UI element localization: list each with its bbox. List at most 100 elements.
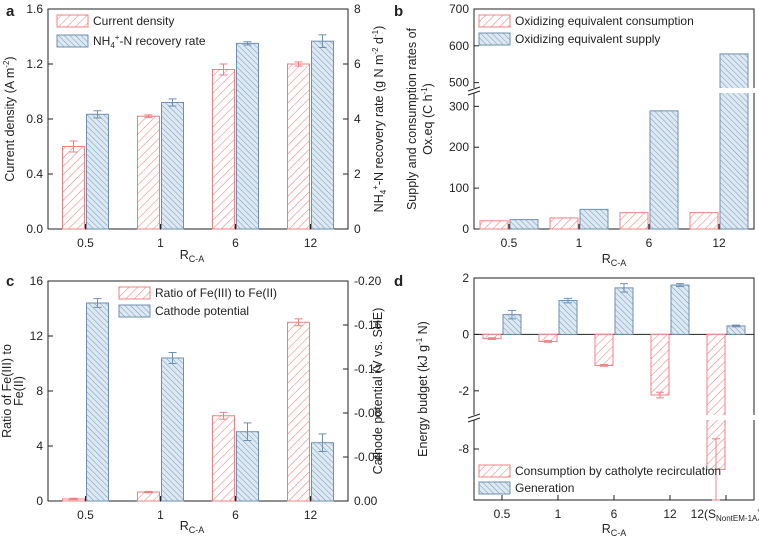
x-tick-label: 6 — [611, 507, 618, 521]
axis-break-mark — [467, 90, 481, 96]
plot-frame — [473, 8, 755, 230]
legend-label-ratio: Ratio of Fe(III) to Fe(II) — [155, 286, 277, 300]
legend-swatch-supply — [478, 32, 511, 46]
axis-break-mark — [467, 413, 481, 419]
y2-tick-label: 4 — [354, 112, 361, 126]
legend: Consumption by catholyte recirculation G… — [478, 464, 721, 495]
y-tick-label: 2 — [462, 271, 469, 285]
y2-tick-label: 8 — [354, 2, 361, 16]
bar-blue-12 — [311, 40, 334, 230]
legend-label-cathode: Cathode potential — [155, 304, 249, 318]
bar-blue-6 — [649, 110, 679, 230]
y2-tick-label: -0.08 — [354, 406, 382, 420]
bar-red-1 — [137, 491, 160, 502]
x-tick-label: 0.5 — [494, 507, 511, 521]
bars-group — [474, 283, 754, 501]
x-axis-label: RC-A — [602, 252, 627, 268]
bar-red-6 — [212, 69, 235, 230]
y-tick-label: 4 — [36, 439, 43, 453]
y-axis-label: Energy budget (kJ g-1 N) — [415, 321, 430, 457]
y2-axis-label: Cathode potential (V vs. SHE) — [371, 308, 385, 475]
panel-b-label: b — [394, 3, 403, 20]
x-tick-label: 0.5 — [501, 236, 518, 250]
x-tick-label: 1 — [157, 508, 164, 522]
legend-swatch-generation — [478, 481, 511, 495]
y-tick-label: 0 — [36, 494, 43, 508]
y-tick-label: 200 — [449, 140, 469, 154]
x-tick-label: 0.5 — [77, 236, 94, 250]
y2-tick-label: -0.12 — [354, 362, 382, 376]
y-tick-label: -2 — [458, 384, 469, 398]
y-tick-label: 8 — [36, 384, 43, 398]
y2-tick-label: -0.04 — [354, 450, 382, 464]
bar-blue-0.5 — [86, 302, 109, 502]
x-tick-label: 12 — [712, 236, 726, 250]
legend-swatch-ratio — [118, 286, 151, 300]
y2-tick-label: -0.16 — [354, 318, 382, 332]
axis-break-gap — [466, 88, 756, 93]
bar-blue-6 — [236, 42, 259, 230]
bars-group — [62, 298, 334, 502]
x-tick-label: 6 — [646, 236, 653, 250]
y-tick-label: 600 — [449, 39, 469, 53]
y-tick-label: 16 — [30, 274, 44, 288]
y2-tick-label: 0.00 — [354, 494, 378, 508]
y-tick-label: 100 — [449, 181, 469, 195]
y-tick-label: 1.2 — [26, 57, 43, 71]
x-axis-label: RC-A — [180, 248, 205, 264]
y-tick-label: 12 — [30, 329, 44, 343]
legend-label-supply: Oxidizing equivalent supply — [515, 32, 660, 46]
legend-label-current-density: Current density — [93, 14, 174, 28]
x-tick-label: 1 — [576, 236, 583, 250]
ticks-group: 0.5 1 6 12 0 100 200 300 500 600 700 — [449, 2, 726, 250]
bar-red-1 — [549, 217, 579, 230]
bar-red-12 — [689, 212, 719, 230]
x-tick-label: 1 — [555, 507, 562, 521]
y-tick-label: 0.4 — [26, 167, 43, 181]
x-tick-label: 12 — [663, 507, 677, 521]
bar-blue-12 — [719, 53, 749, 230]
x-tick-label: 6 — [232, 508, 239, 522]
legend-swatch-consumption-recirc — [478, 464, 511, 478]
x-tick-label: 0.5 — [77, 508, 94, 522]
legend-label-consumption-recirc: Consumption by catholyte recirculation — [515, 464, 721, 478]
ticks-group: 0.5 1 6 1204812160.00-0.04-0.08-0.12-0.16-0… — [30, 274, 382, 522]
bar-red-3 — [650, 333, 670, 396]
panel-a: 0.5 1 6 12 0.0 0.4 0.8 1.2 1.6 0 2 4 6 8 Current dens… — [2, 2, 388, 264]
bar-blue-0.5 — [86, 113, 109, 230]
bar-red-1 — [137, 115, 160, 230]
y-tick-label: 0 — [462, 327, 469, 341]
legend-swatch-nh4-recovery — [56, 34, 89, 48]
legend-label-generation: Generation — [515, 481, 574, 495]
legend-label-nh4-recovery: NH4+-N recovery rate — [93, 33, 206, 50]
x-axis-label: RC-A — [602, 522, 627, 538]
x-tick-label: 12(SNontEM-1A) — [691, 507, 759, 523]
x-tick-label: 12 — [304, 508, 318, 522]
y-tick-label: -8 — [458, 442, 469, 456]
bar-blue-3 — [670, 284, 690, 335]
y-tick-label: 700 — [449, 2, 469, 16]
bar-blue-1 — [161, 357, 184, 502]
panel-b: 0.5 1 6 12 0 100 200 300 500 600 700 Oxidizing equ… — [405, 2, 756, 268]
y-tick-label: 1.6 — [26, 2, 43, 16]
bar-blue-1 — [558, 300, 578, 335]
y-axis-label-line1: Ratio of Fe(III) to — [0, 344, 14, 438]
bar-red-0.5 — [62, 146, 85, 230]
y-axis-label-line2: Ox.eq (C h-1) — [420, 83, 435, 155]
axis-break-mark — [467, 86, 481, 92]
legend-swatch-cathode — [118, 304, 151, 318]
y2-axis-label: NH4+-N recovery rate (g N m-2 d-1) — [371, 26, 388, 213]
bar-red-12 — [287, 321, 310, 502]
ticks-group: 0.5 1 6 12 0.0 0.4 0.8 1.2 1.6 0 2 4 6 8 — [26, 2, 361, 250]
y2-tick-label: 2 — [354, 167, 361, 181]
bar-red-12 — [287, 63, 310, 230]
bars-group — [479, 53, 749, 230]
bar-blue-1 — [161, 102, 184, 230]
x-tick-label: 1 — [157, 236, 164, 250]
legend: Current density NH4+-N recovery rate — [56, 14, 206, 50]
y2-tick-label: -0.20 — [354, 274, 382, 288]
bar-blue-1 — [579, 208, 609, 230]
